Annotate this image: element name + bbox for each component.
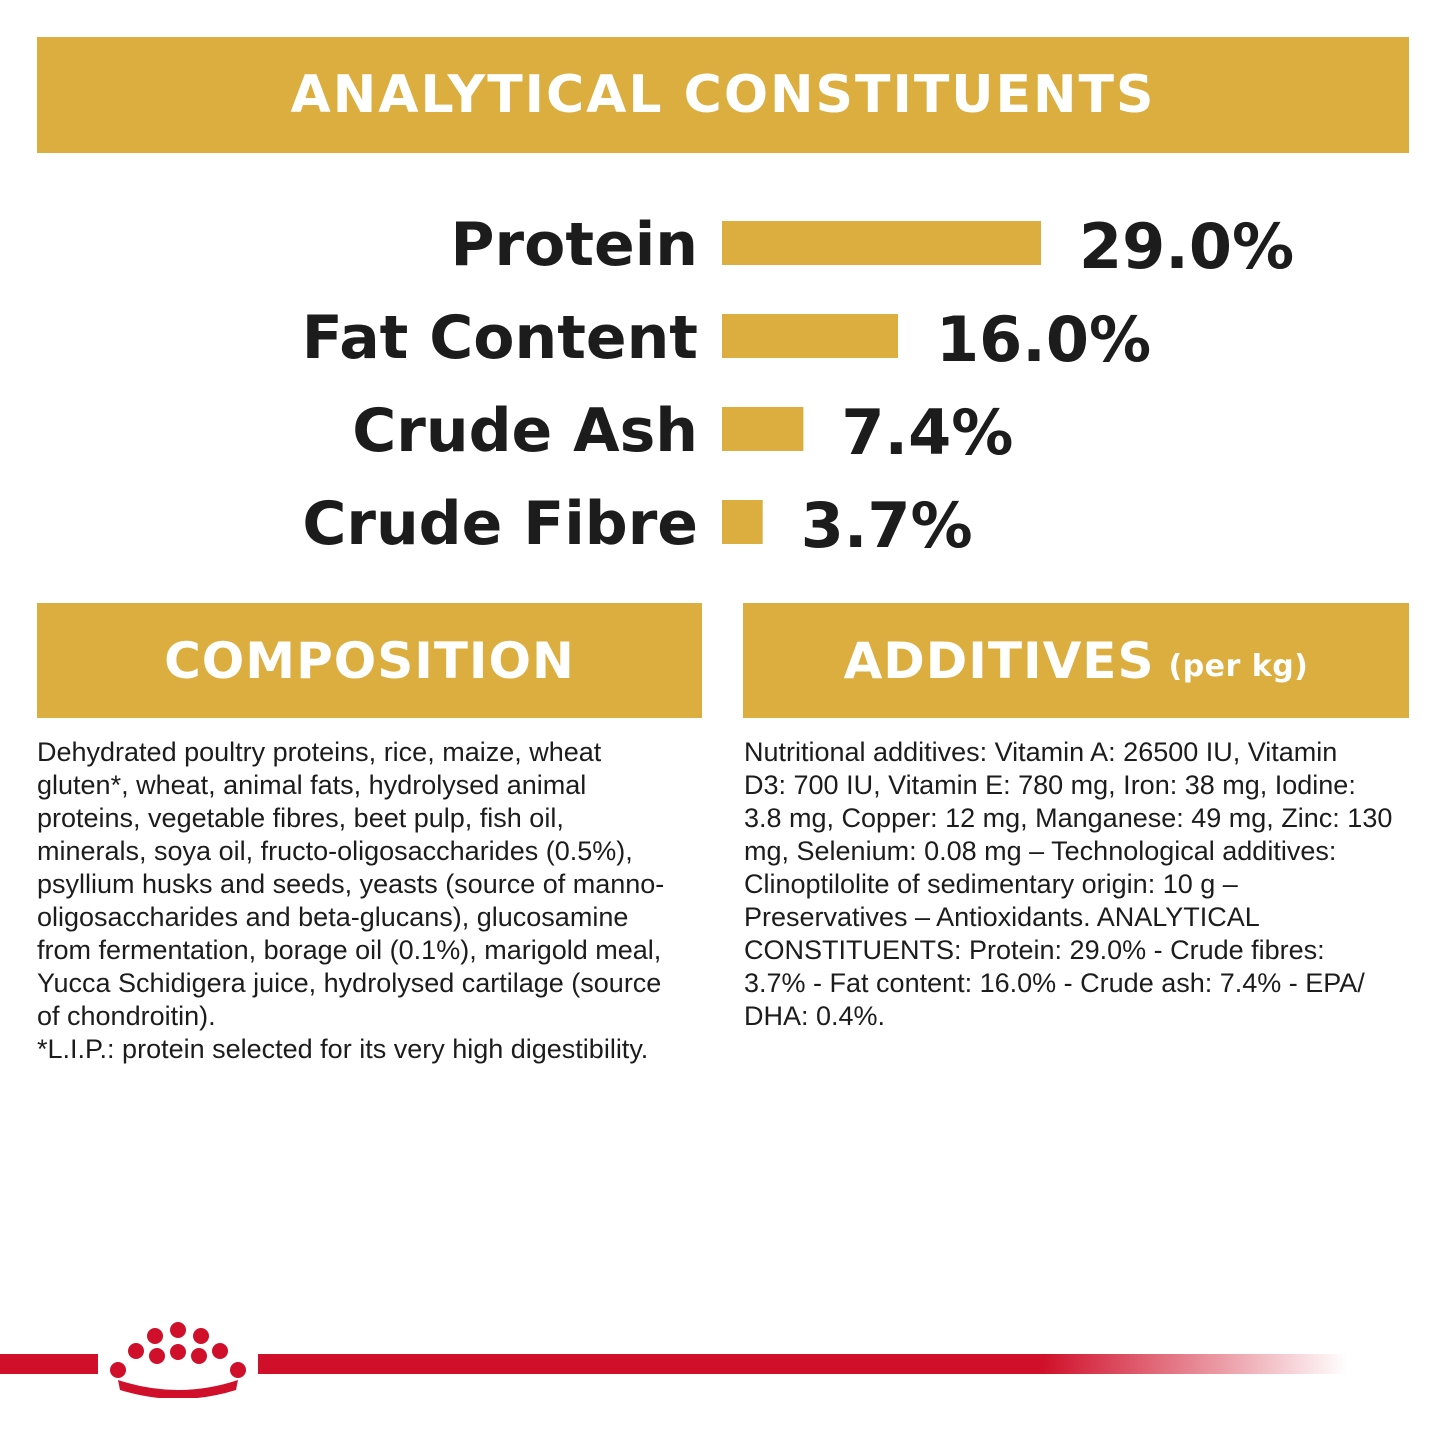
- composition-line: oligosaccharides and beta-glucans), gluc…: [37, 902, 629, 932]
- additives-line: 3.8 mg, Copper: 12 mg, Manganese: 49 mg,…: [744, 803, 1393, 833]
- value-label: 29.0%: [1079, 210, 1294, 283]
- analytical-constituents-header: ANALYTICAL CONSTITUENTS: [37, 37, 1409, 153]
- composition-line: Dehydrated poultry proteins, rice, maize…: [37, 737, 602, 767]
- analytical-constituents-title: ANALYTICAL CONSTITUENTS: [290, 65, 1156, 125]
- composition-line: minerals, soya oil, fructo-oligosacchari…: [37, 836, 633, 866]
- composition-text: Dehydrated poultry proteins, rice, maize…: [37, 736, 705, 1066]
- category-label: Crude Fibre: [302, 489, 698, 559]
- composition-line: gluten*, wheat, animal fats, hydrolysed …: [37, 770, 587, 800]
- value-label: 3.7%: [801, 489, 973, 562]
- category-label: Protein: [451, 210, 698, 280]
- composition-line: *L.I.P.: protein selected for its very h…: [37, 1034, 649, 1064]
- additives-title: ADDITIVES: [843, 631, 1155, 690]
- composition-header: COMPOSITION: [37, 603, 702, 718]
- additives-line: CONSTITUENTS: Protein: 29.0% - Crude fib…: [744, 935, 1325, 965]
- bar: [722, 500, 763, 544]
- composition-line: of chondroitin).: [37, 1001, 216, 1031]
- additives-line: DHA: 0.4%.: [744, 1001, 886, 1031]
- footer-stripe-left: [0, 1354, 98, 1374]
- additives-line: Nutritional additives: Vitamin A: 26500 …: [744, 737, 1338, 767]
- footer-stripe-right: [258, 1354, 1348, 1374]
- additives-text: Nutritional additives: Vitamin A: 26500 …: [744, 736, 1409, 1033]
- additives-line: 3.7% - Fat content: 16.0% - Crude ash: 7…: [744, 968, 1365, 998]
- composition-title: COMPOSITION: [164, 631, 575, 690]
- composition-line: psyllium husks and seeds, yeasts (source…: [37, 869, 665, 899]
- value-label: 16.0%: [936, 303, 1151, 376]
- additives-line: mg, Selenium: 0.08 mg – Technological ad…: [744, 836, 1337, 866]
- additives-line: Preservatives – Antioxidants. ANALYTICAL: [744, 902, 1260, 932]
- additives-line: D3: 700 IU, Vitamin E: 780 mg, Iron: 38 …: [744, 770, 1356, 800]
- constituents-bar-chart: Protein 29.0% Fat Content 16.0% Crude Ash 7.4…: [302, 210, 1294, 562]
- value-label: 7.4%: [841, 396, 1013, 469]
- category-label: Crude Ash: [352, 396, 698, 466]
- additives-header: ADDITIVES (per kg): [743, 603, 1409, 718]
- composition-line: proteins, vegetable fibres, beet pulp, f…: [37, 803, 564, 833]
- brand-footer: [0, 1322, 1348, 1398]
- composition-line: Yucca Schidigera juice, hydrolysed carti…: [37, 968, 662, 998]
- bar: [722, 407, 804, 451]
- crown-icon: [110, 1322, 246, 1398]
- composition-line: from fermentation, borage oil (0.1%), ma…: [37, 935, 662, 965]
- additives-subtitle: (per kg): [1168, 649, 1309, 684]
- category-label: Fat Content: [302, 303, 698, 373]
- bar: [722, 221, 1041, 265]
- bar: [722, 314, 898, 358]
- additives-line: Clinoptilolite of sedimentary origin: 10…: [744, 869, 1238, 899]
